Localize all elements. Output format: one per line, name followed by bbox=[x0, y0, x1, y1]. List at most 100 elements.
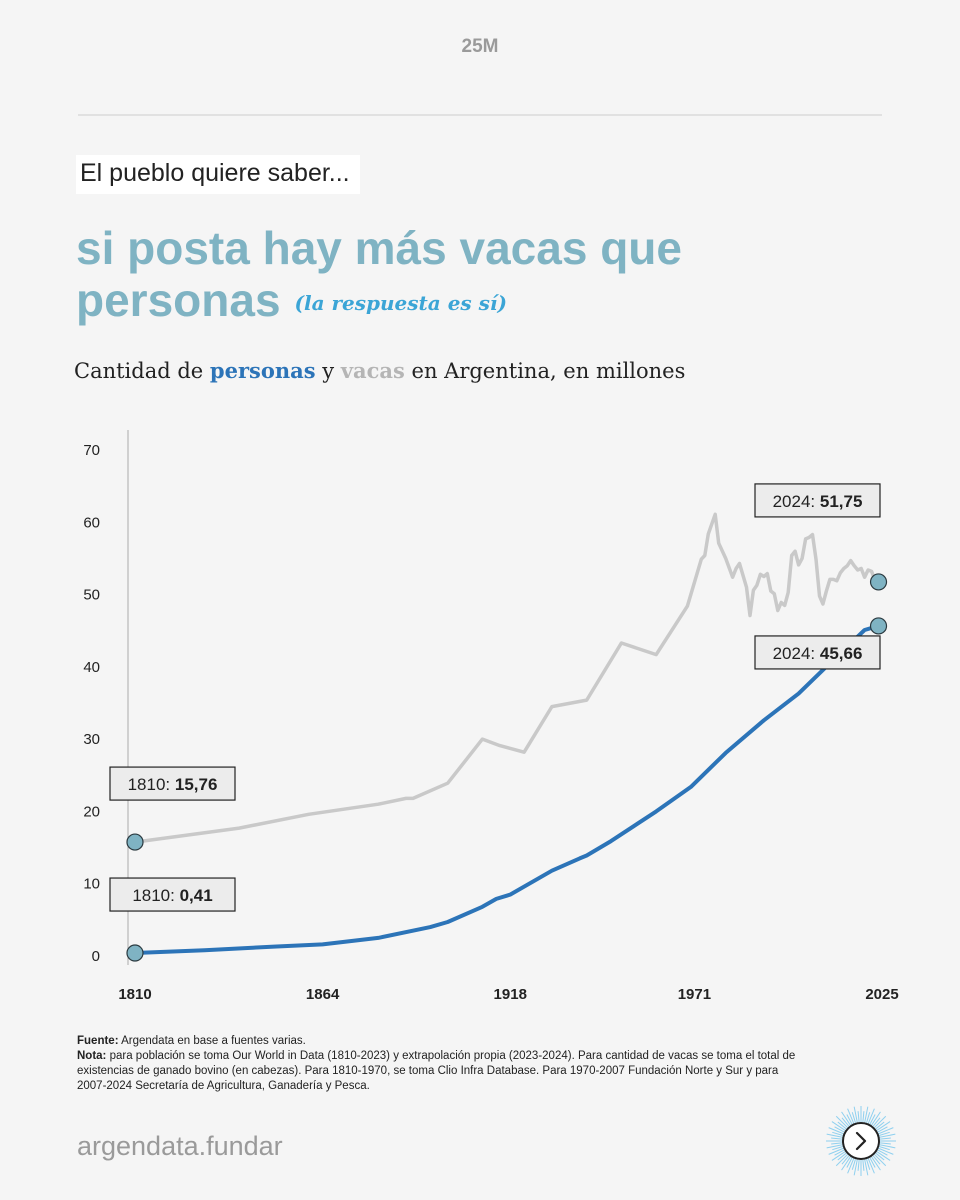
sun-ray bbox=[879, 1137, 891, 1140]
y-tick-label: 70 bbox=[83, 442, 100, 459]
sun-ray bbox=[831, 1151, 846, 1161]
sun-ray bbox=[864, 1106, 869, 1123]
sun-ray bbox=[834, 1149, 845, 1156]
headline-line-2: personas (la respuesta es sí) bbox=[76, 274, 836, 329]
sun-ray bbox=[867, 1108, 875, 1124]
sun-ray bbox=[862, 1159, 865, 1171]
callout-label: 1810: 15,76 bbox=[128, 775, 218, 794]
sun-ray bbox=[834, 1126, 845, 1133]
sun-ray bbox=[841, 1155, 850, 1165]
next-page-button[interactable] bbox=[825, 1105, 897, 1177]
sun-ray bbox=[866, 1159, 871, 1170]
sun-ray bbox=[847, 1158, 855, 1174]
sun-ray bbox=[875, 1121, 885, 1130]
callout-value: 0,41 bbox=[180, 886, 213, 905]
sun-ray bbox=[853, 1159, 858, 1176]
sun-ray bbox=[835, 1115, 848, 1128]
x-tick-label: 2025 bbox=[865, 986, 898, 1003]
sun-ray bbox=[831, 1121, 846, 1131]
sun-ray bbox=[857, 1159, 860, 1171]
callout-value: 45,66 bbox=[820, 644, 863, 663]
subtitle-vacas: vacas bbox=[340, 358, 405, 383]
sun-ray bbox=[871, 1156, 881, 1171]
sun-ray bbox=[841, 1117, 850, 1127]
callout-year: 1810: bbox=[128, 775, 175, 794]
headline-line-2-text: personas bbox=[76, 274, 281, 326]
callout-label: 2024: 51,75 bbox=[773, 492, 863, 511]
sun-ray bbox=[874, 1154, 887, 1167]
sun-ray bbox=[853, 1106, 858, 1123]
sun-ray bbox=[875, 1152, 885, 1161]
endpoint-marker bbox=[869, 573, 888, 591]
sun-ray bbox=[877, 1149, 888, 1156]
endpoint-marker bbox=[126, 944, 144, 962]
y-tick-label: 60 bbox=[83, 514, 100, 531]
callout-year: 2024: bbox=[773, 644, 820, 663]
sun-ray bbox=[835, 1154, 848, 1167]
series-line-vacas bbox=[133, 512, 881, 844]
sun-ray bbox=[832, 1146, 843, 1151]
y-tick-label: 40 bbox=[83, 659, 100, 676]
sun-ray bbox=[847, 1108, 855, 1124]
sun-ray bbox=[876, 1121, 891, 1131]
sun-ray bbox=[878, 1147, 894, 1155]
sun-ray bbox=[866, 1112, 871, 1123]
sun-ray bbox=[879, 1142, 891, 1145]
headline: si posta hay más vacas que personas (la r… bbox=[76, 222, 836, 329]
sun-ray bbox=[857, 1111, 860, 1123]
fuente-line: Fuente: Argendata en base a fuentes vari… bbox=[77, 1034, 797, 1049]
subtitle-y: y bbox=[322, 359, 335, 383]
sun-ray bbox=[862, 1111, 865, 1123]
sun-ray bbox=[879, 1146, 890, 1151]
sun-ray bbox=[841, 1156, 851, 1171]
nota-label: Nota: bbox=[77, 1050, 107, 1062]
sun-ray bbox=[872, 1117, 881, 1127]
subtitle-post: en Argentina, en millones bbox=[411, 359, 686, 383]
sun-ray bbox=[877, 1126, 888, 1133]
callout-box bbox=[109, 766, 236, 801]
callout-value: 15,76 bbox=[175, 775, 218, 794]
endpoint-marker bbox=[126, 833, 144, 851]
sun-ray bbox=[832, 1131, 843, 1136]
callout-box bbox=[754, 635, 881, 670]
subtitle-personas: personas bbox=[209, 358, 316, 383]
sun-ray bbox=[864, 1159, 869, 1176]
y-tick-label: 20 bbox=[83, 803, 100, 820]
chart-subtitle: Cantidad de personas y vacas en Argentin… bbox=[74, 358, 685, 383]
sun-ray bbox=[878, 1127, 894, 1135]
nota-text: para población se toma Our World in Data… bbox=[77, 1050, 796, 1092]
x-tick-label: 1810 bbox=[118, 986, 151, 1003]
sun-ray bbox=[826, 1144, 843, 1149]
sun-ray bbox=[876, 1151, 891, 1161]
sun-ray bbox=[871, 1111, 881, 1126]
next-button-circle[interactable] bbox=[842, 1122, 880, 1160]
kicker-text: El pueblo quiere saber... bbox=[76, 155, 360, 194]
source-notes: Fuente: Argendata en base a fuentes vari… bbox=[77, 1034, 797, 1094]
fuente-text: Argendata en base a fuentes varias. bbox=[121, 1035, 306, 1047]
y-tick-label: 10 bbox=[83, 876, 100, 893]
sun-ray bbox=[846, 1157, 853, 1168]
callout-box bbox=[109, 877, 236, 912]
sun-ray bbox=[831, 1142, 843, 1145]
endpoint-marker bbox=[869, 617, 888, 635]
x-tick-label: 1918 bbox=[494, 986, 527, 1003]
x-tick-label: 1971 bbox=[678, 986, 711, 1003]
sun-ray bbox=[879, 1131, 890, 1136]
header-divider bbox=[78, 114, 882, 116]
callout-label: 2024: 45,66 bbox=[773, 644, 863, 663]
sun-ray bbox=[867, 1158, 875, 1174]
sun-ray bbox=[879, 1133, 896, 1138]
callout-label: 1810: 0,41 bbox=[132, 886, 212, 905]
callout-box bbox=[754, 483, 881, 518]
callout-year: 2024: bbox=[773, 492, 820, 511]
sun-ray bbox=[872, 1155, 881, 1165]
sun-ray bbox=[879, 1144, 896, 1149]
sun-rays-icon bbox=[826, 1106, 896, 1176]
sun-ray bbox=[837, 1152, 847, 1161]
brand-logo-text: argendata.fundar bbox=[77, 1131, 283, 1161]
nota-line: Nota: para población se toma Our World i… bbox=[77, 1049, 797, 1094]
sun-ray bbox=[869, 1114, 876, 1125]
fuente-label: Fuente: bbox=[77, 1035, 119, 1047]
headline-answer: (la respuesta es sí) bbox=[294, 291, 507, 315]
line-chart: 0 10 20 30 40 50 60 70 1810 1864 1918 1971 2025 1810:… bbox=[83, 430, 899, 1003]
